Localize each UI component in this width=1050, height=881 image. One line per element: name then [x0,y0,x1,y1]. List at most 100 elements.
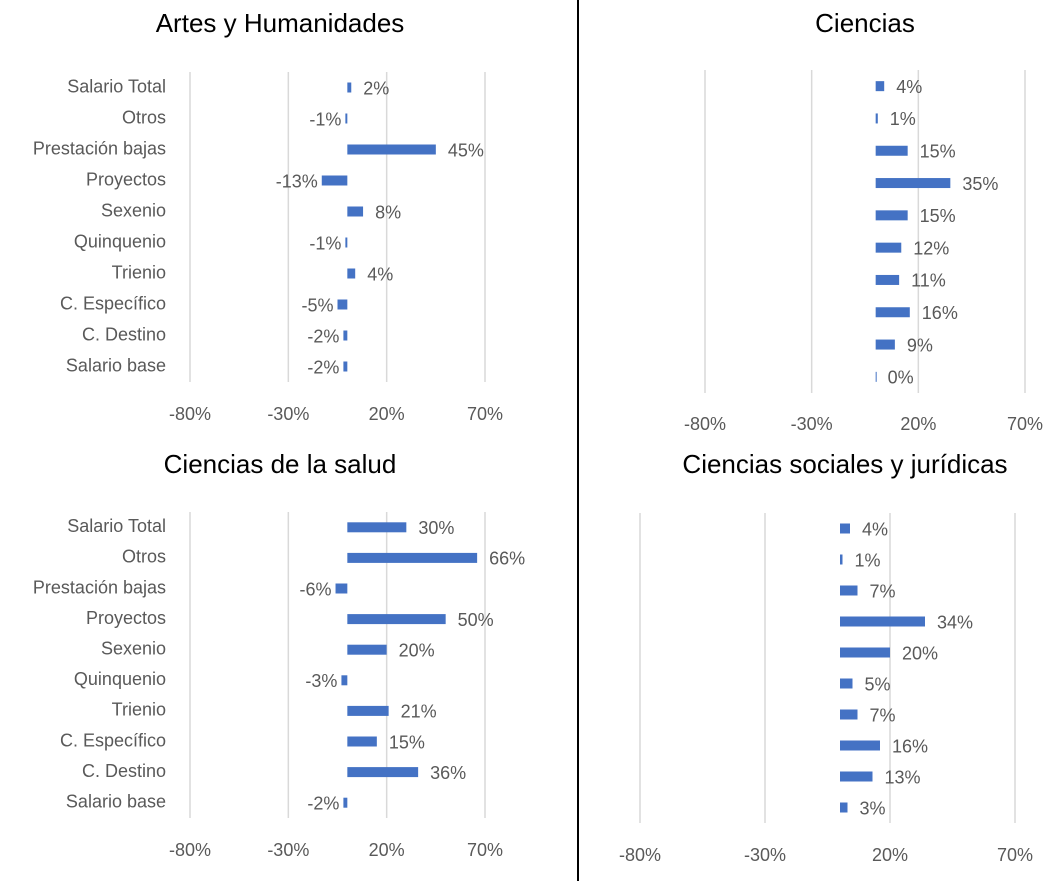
data-label: -1% [309,109,341,129]
data-label: 16% [922,303,958,323]
data-label: -6% [300,579,332,599]
data-label: -3% [305,671,337,691]
data-label: -1% [309,233,341,253]
bar [840,647,890,658]
x-tick-label: -80% [169,404,211,424]
data-label: 9% [907,335,933,355]
bar [337,299,348,310]
y-tick-label: Trienio [112,262,166,282]
x-tick-label: 70% [1007,414,1043,434]
bar [875,210,908,221]
bar [840,585,858,596]
data-label: 11% [911,271,946,291]
bar [341,675,348,686]
data-label: 21% [401,702,437,722]
bar [840,802,848,813]
bar [321,175,348,186]
data-label: -2% [307,326,339,346]
y-tick-label: C. Destino [82,761,166,781]
y-tick-label: Prestación bajas [33,577,166,597]
bar [875,145,908,156]
bar [347,767,419,778]
bar [343,361,348,372]
chart-title: Artes y Humanidades [156,8,405,38]
chart-title: Ciencias [815,8,915,38]
x-tick-label: -80% [619,845,661,865]
data-label: 20% [902,643,938,663]
x-tick-label: -80% [169,840,211,860]
y-tick-label: Salario base [66,791,166,811]
x-tick-label: -30% [744,845,786,865]
x-tick-label: 70% [467,840,503,860]
data-label: 7% [870,705,896,725]
bar [840,616,925,627]
data-label: 2% [363,78,389,98]
bar [840,771,873,782]
bar [875,274,900,285]
x-tick-label: -30% [791,414,833,434]
bar [840,523,850,534]
data-label: 8% [375,202,401,222]
x-tick-label: -80% [684,414,726,434]
bar [347,552,478,563]
bar [875,242,902,253]
y-tick-label: Quinquenio [74,231,166,251]
bar [343,330,348,341]
bar [840,740,880,751]
bar [347,522,407,533]
data-label: 50% [458,610,494,630]
bar [335,583,348,594]
bar [347,644,387,655]
x-tick-label: -30% [267,404,309,424]
data-label: 16% [892,736,928,756]
x-tick-label: 20% [369,404,405,424]
x-tick-label: 20% [369,840,405,860]
bar [840,709,858,720]
y-tick-label: C. Destino [82,324,166,344]
data-label: -2% [307,793,339,813]
y-tick-label: Sexenio [101,638,166,658]
y-tick-label: Salario base [66,355,166,375]
data-label: 36% [430,763,466,783]
bar [875,307,910,318]
y-tick-label: C. Específico [60,730,166,750]
y-tick-label: Sexenio [101,200,166,220]
data-label: 66% [489,549,525,569]
y-tick-label: Otros [122,547,166,567]
data-label: -2% [307,357,339,377]
chart-title: Ciencias sociales y jurídicas [682,449,1007,479]
bar [875,178,951,189]
y-tick-label: Salario Total [67,76,166,96]
data-label: 13% [885,767,921,787]
y-tick-label: Proyectos [86,608,166,628]
data-label: 1% [890,109,916,129]
data-label: 5% [865,674,891,694]
data-label: 20% [399,640,435,660]
data-label: 0% [888,368,914,388]
bar [875,81,885,92]
y-tick-label: Otros [122,107,166,127]
chart-title: Ciencias de la salud [164,449,397,479]
data-label: 15% [920,206,956,226]
bar [343,797,348,808]
data-label: 1% [855,550,881,570]
data-label: 4% [896,77,922,97]
bar [840,554,843,565]
bar [347,705,389,716]
data-label: 15% [920,142,956,162]
bar [875,371,877,382]
x-tick-label: 70% [467,404,503,424]
data-label: 3% [860,798,886,818]
x-tick-label: 20% [872,845,908,865]
bar [347,144,436,155]
bar [875,113,878,124]
y-tick-label: C. Específico [60,293,166,313]
y-tick-label: Salario Total [67,516,166,536]
x-tick-label: 20% [900,414,936,434]
data-label: 30% [418,518,454,538]
data-label: 35% [962,174,998,194]
bar [345,237,348,248]
data-label: 34% [937,612,973,632]
bar [347,206,364,217]
bar [347,82,352,93]
